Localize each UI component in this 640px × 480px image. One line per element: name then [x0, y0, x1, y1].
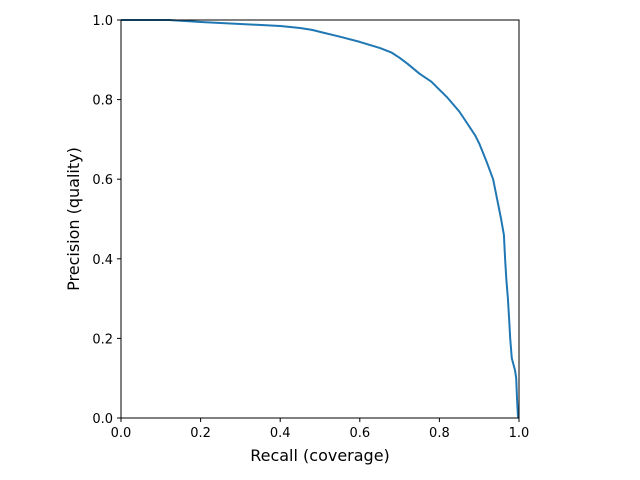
plot-area-frame — [120, 19, 520, 419]
y-tick-label: 0.2 — [92, 332, 113, 347]
x-tick-label: 0.2 — [190, 426, 211, 441]
x-tick-label: 1.0 — [509, 426, 530, 441]
precision-recall-curve — [121, 19, 520, 419]
x-tick-label: 0.8 — [429, 426, 450, 441]
y-tick-label: 0.8 — [92, 94, 113, 109]
y-tick-label: 1.0 — [92, 14, 113, 29]
x-axis-label: Recall (coverage) — [250, 446, 390, 465]
x-tick-label: 0.6 — [349, 426, 370, 441]
y-tick-label: 0.0 — [92, 412, 113, 427]
series-layer — [121, 19, 520, 419]
y-tick-label: 0.4 — [92, 253, 113, 268]
y-axis-label: Precision (quality) — [64, 147, 83, 291]
x-tick-label: 0.4 — [270, 426, 291, 441]
y-tick-label: 0.6 — [92, 173, 113, 188]
x-tick-label: 0.0 — [111, 426, 132, 441]
tick-layer: 0.0 0.2 0.4 0.6 0.8 1.0 0.0 0.2 0.4 0.6 0.8 1.0 — [92, 14, 529, 441]
